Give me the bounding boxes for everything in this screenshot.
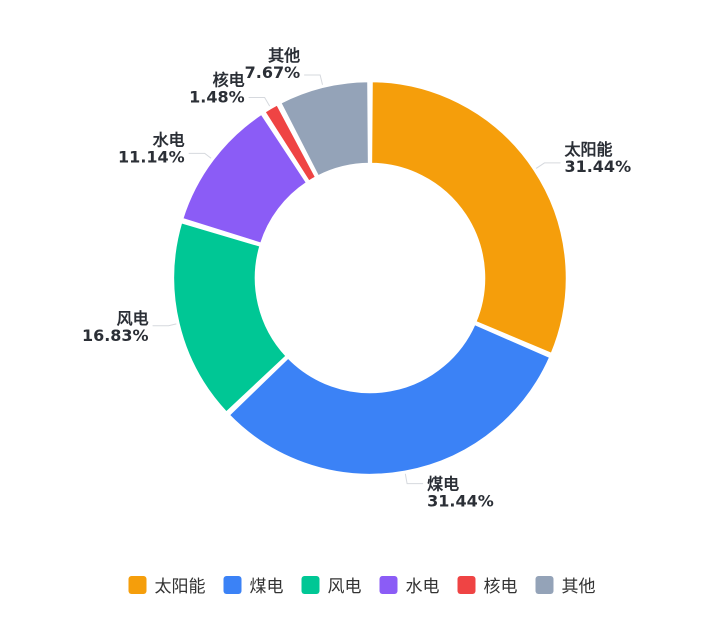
leader-line-1 (404, 473, 424, 485)
legend-swatch-3 (379, 576, 398, 594)
leader-line-2 (152, 323, 177, 327)
slice-0[interactable] (369, 79, 569, 356)
slice-3[interactable] (180, 112, 309, 246)
slice-label-name-1: 煤电 (427, 475, 459, 494)
slice-4[interactable] (262, 102, 318, 184)
leader-line-0 (535, 162, 561, 169)
leader-line-4 (248, 97, 271, 107)
slice-label-name-3: 水电 (153, 130, 185, 149)
legend-item-2[interactable]: 风电 (301, 576, 362, 597)
legend-label-0: 太阳能 (155, 577, 206, 597)
legend-item-1[interactable]: 煤电 (223, 576, 284, 597)
slice-label-name-4: 核电 (213, 71, 245, 90)
slice-label-value-5: 7.67% (245, 63, 301, 82)
slice-label-name-0: 太阳能 (563, 140, 612, 159)
leader-line-3 (188, 152, 212, 159)
slice-label-value-2: 16.83% (82, 326, 149, 345)
slice-1[interactable] (227, 322, 552, 477)
legend-label-4: 核电 (484, 577, 518, 597)
leader-line-5 (304, 74, 323, 85)
slice-label-value-0: 31.44% (564, 157, 631, 176)
slice-5[interactable] (278, 79, 371, 178)
legend-label-1: 煤电 (250, 577, 284, 597)
legend-swatch-5 (535, 576, 554, 594)
legend-label-5: 其他 (562, 577, 596, 597)
legend-item-4[interactable]: 核电 (457, 576, 518, 597)
legend-swatch-4 (457, 576, 476, 594)
legend-swatch-1 (223, 576, 242, 594)
slice-label-name-5: 其他 (268, 46, 300, 65)
legend: 太阳能 煤电 风电 水电 核电 其他 (128, 576, 596, 597)
legend-item-3[interactable]: 水电 (379, 576, 440, 597)
slices-group (171, 79, 569, 477)
legend-label-2: 风电 (328, 577, 362, 597)
slice-label-name-2: 风电 (117, 309, 149, 328)
slice-label-value-3: 11.14% (118, 147, 185, 166)
slice-label-value-1: 31.44% (427, 492, 494, 511)
legend-label-3: 水电 (406, 577, 440, 597)
legend-item-0[interactable]: 太阳能 (128, 576, 206, 597)
slice-label-value-4: 1.48% (189, 88, 245, 107)
legend-swatch-0 (128, 576, 147, 594)
legend-item-5[interactable]: 其他 (535, 576, 596, 597)
labels-group: 太阳能31.44%煤电31.44%风电16.83%水电11.14%核电1.48%… (82, 46, 631, 511)
slice-2[interactable] (171, 220, 289, 415)
leader-lines-group (152, 74, 561, 485)
legend-swatch-2 (301, 576, 320, 594)
